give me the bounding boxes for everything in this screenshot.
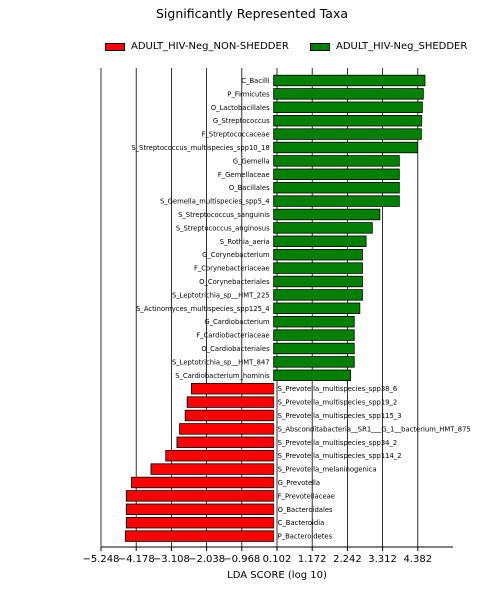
bar: [273, 262, 363, 274]
bar: [273, 342, 355, 355]
bar-label: O_Lactobacillales: [211, 104, 270, 112]
bar: [184, 409, 275, 422]
bar-label: O_Bacillales: [229, 184, 270, 192]
bar: [273, 329, 355, 341]
bar: [273, 128, 422, 140]
bar-label: S_Leptotrichia_sp__HMT_847: [172, 358, 270, 366]
bar-label: O_Bacteroidales: [278, 506, 333, 514]
bar-label: P_Firmicutes: [227, 90, 270, 98]
x-tick-label: 3.312: [368, 554, 397, 565]
bar-label: F_Streptococcaceae: [202, 131, 270, 139]
bar-label: G_Streptococcus: [213, 117, 270, 125]
bar: [273, 235, 367, 248]
bar-label: O_Cardiobacteriales: [201, 345, 270, 353]
bar-label: S_Prevotella_melaninogenica: [278, 466, 377, 474]
bar: [273, 88, 424, 100]
bar: [273, 289, 363, 301]
legend-swatch-shedder: [310, 42, 330, 51]
bar-label: S_Actinomyces_multispecies_spp125_4: [136, 305, 270, 313]
bar: [125, 503, 275, 516]
bar-label: F_Gemellaceae: [218, 171, 270, 179]
x-tick-label: −0.968: [223, 554, 260, 565]
bar-label: S_Prevotella_multispecies_spp34_2: [278, 439, 398, 447]
bar: [125, 490, 275, 502]
bar: [273, 222, 373, 234]
bar: [273, 141, 418, 154]
bar: [273, 275, 363, 288]
bar: [273, 181, 400, 194]
bar: [150, 463, 275, 475]
bar-label: C_Bacteroidia: [278, 519, 325, 527]
bar-label: G_Prevotella: [278, 479, 320, 487]
x-tick-label: −4.178: [118, 554, 155, 565]
bar-label: F_Cardiobacteriaceae: [196, 332, 269, 340]
legend-label-shedder: ADULT_HIV-Neg_SHEDDER: [336, 41, 468, 52]
bar-label: F_Prevotellaceae: [278, 492, 335, 500]
bar-label: S_Streptococcus_sanguinis: [178, 211, 270, 219]
bar: [125, 517, 275, 529]
bar: [273, 315, 355, 328]
x-tick-label: 0.102: [263, 554, 292, 565]
bars: [124, 74, 426, 542]
bar-label: G_Cardiobacterium: [204, 318, 270, 326]
x-tick-label: −3.108: [153, 554, 190, 565]
x-tick-label: 2.242: [333, 554, 362, 565]
bar: [186, 396, 275, 408]
bar-label: S_Prevotella_multispecies_spp19_2: [278, 399, 398, 407]
legend-label-non-shedder: ADULT_HIV-Neg_NON-SHEDDER: [131, 41, 289, 52]
bar: [179, 423, 275, 435]
bar: [273, 302, 361, 315]
legend-item-shedder: ADULT_HIV-Neg_SHEDDER: [310, 41, 467, 52]
bar: [273, 248, 363, 261]
bar: [191, 382, 275, 395]
bar: [124, 530, 275, 542]
bar: [131, 476, 275, 489]
bar: [273, 168, 400, 181]
bar: [273, 369, 352, 382]
bar-label: S_Prevotella_multispecies_spp115_3: [278, 412, 402, 420]
bar: [273, 101, 423, 114]
bar: [273, 208, 381, 221]
bar-labels: C_Bacilli P_Firmicutes O_Lactobacillales G_…: [131, 77, 470, 541]
bar-label: G_Corynebacterium: [202, 251, 270, 259]
bar-label: S_Rothia_aeria: [220, 238, 270, 246]
bar-label: S_Prevotella_multispecies_spp114_2: [278, 452, 402, 460]
bar: [273, 195, 400, 207]
x-tick-label: −5.248: [82, 554, 119, 565]
bar-label: S_Gemella_multispecies_spp5_4: [160, 198, 270, 206]
bar-label: G_Gemella: [233, 157, 270, 165]
bar-label: P_Bacteroidetes: [278, 533, 333, 541]
bar: [273, 356, 355, 368]
bar-label: O_Corynebacteriales: [199, 278, 270, 286]
bar-label: S_Prevotella_multispecies_spp38_6: [278, 385, 398, 393]
legend-swatch-non-shedder: [105, 42, 125, 51]
bar: [273, 155, 400, 167]
bar: [165, 449, 275, 462]
bar-label: S_Streptococcus_multispecies_spp10_18: [131, 144, 269, 152]
bar: [273, 74, 426, 87]
x-tick-label: 1.172: [298, 554, 327, 565]
x-axis-label: LDA SCORE (log 10): [227, 570, 327, 581]
legend-item-non-shedder: ADULT_HIV-Neg_NON-SHEDDER: [105, 41, 289, 52]
x-axis: −5.248−4.178−3.108−2.038−0.968 0.102 1.172…: [82, 546, 453, 565]
bar-label: F_Corynebacteriaceae: [194, 265, 270, 273]
bar-label: S_Leptotrichia_sp__HMT_225: [172, 291, 270, 299]
x-tick-label: −2.038: [188, 554, 225, 565]
bar-label: S_Streptococcus_anginosus: [176, 224, 270, 232]
bar: [273, 115, 423, 127]
bar-label: S_Cardiobacterium_hominis: [175, 372, 270, 380]
bar-label: C_Bacilli: [241, 77, 269, 85]
bar: [176, 436, 275, 449]
bar-label: S_Absconditabacteria__SR1___G_1__bacteri…: [278, 425, 471, 433]
legend: ADULT_HIV-Neg_NON-SHEDDER ADULT_HIV-Neg_…: [0, 41, 504, 55]
x-tick-label: 4.382: [403, 554, 432, 565]
chart-title: Significantly Represented Taxa: [155, 6, 349, 21]
